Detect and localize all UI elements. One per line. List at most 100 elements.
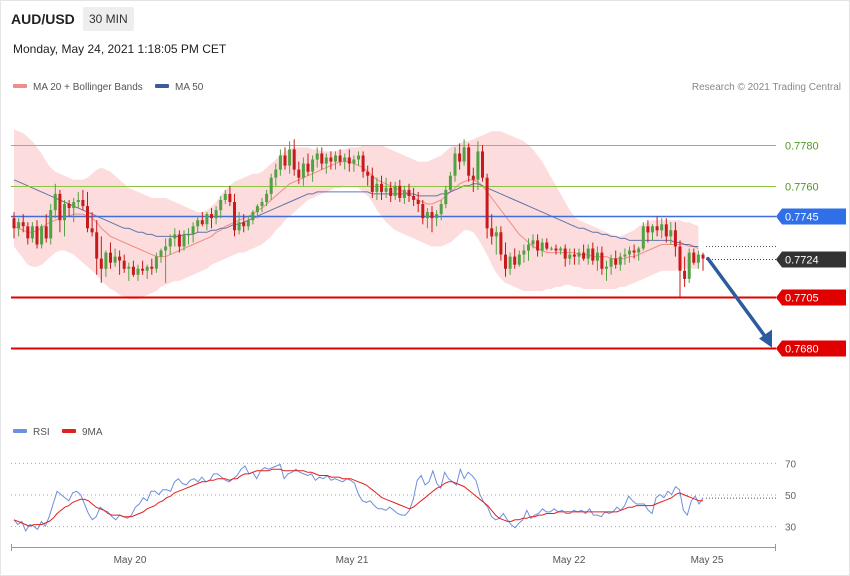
candle-body [471,175,475,180]
candle-body [90,228,94,233]
candle-body [343,157,347,162]
candle-body [210,214,213,219]
candle-body [696,254,700,263]
candle-body [683,270,687,279]
candle-body [370,175,374,192]
candle-body [17,222,21,229]
candle-body [430,212,434,219]
candle-body [63,204,66,221]
support-tag [776,289,846,306]
candle-body [637,248,641,253]
candle-body [265,193,269,202]
candle-body [453,153,457,176]
candle-body [522,250,526,255]
candle-body [67,204,71,208]
candle-body [30,226,34,239]
candle-body [435,214,439,219]
support-label: 0.7705 [785,293,819,305]
candle-body [329,157,333,162]
ma50-line [13,179,699,247]
candle-body [380,183,383,192]
candle-body [315,153,319,160]
candle-body [76,200,80,202]
current-price-tag [776,251,846,268]
candle-body [154,256,158,269]
candle-body [595,252,599,261]
candle-body [448,175,452,190]
candle-body [527,244,530,251]
forecast-arrow-shaft [706,256,768,340]
candle-body [591,248,595,261]
candle-body [81,200,85,207]
candle-body [122,260,126,269]
symbol-title: AUD/USD [11,11,75,27]
candle-body [467,147,471,176]
candle-body [646,226,650,233]
rsi-tick-label: 50 [785,491,797,502]
candle-body [614,258,618,265]
candle-body [40,226,44,245]
candle-body [402,189,406,198]
pivot-tag [776,208,846,225]
candle-body [292,149,296,170]
timeframe-badge[interactable]: 30 MIN [83,7,134,31]
support-tag [776,340,846,357]
candle-body [508,256,512,269]
candle-body [481,151,484,178]
candle-body [678,246,682,271]
candle-body [104,252,108,269]
candle-body [173,234,177,239]
candle-body [283,155,287,166]
candle-body [251,212,255,221]
candle-body [311,159,315,172]
candle-body [352,159,356,164]
rsi-ma-swatch [62,429,76,433]
candle-body [490,228,494,237]
candle-body [53,193,57,211]
candle-body [347,157,351,164]
candle-body [641,226,645,249]
rsi-ma-line [13,468,703,527]
price-levels [11,145,776,350]
time-axis-label: May 25 [691,555,724,566]
bollinger-band-area [14,129,699,300]
candle-body [131,266,135,275]
forecast-arrow [706,256,772,348]
candle-body [164,246,168,251]
candle-body [86,206,89,229]
candle-body [361,155,365,172]
candle-body [118,256,122,261]
candle-body [609,258,613,267]
resistance-label: 0.7760 [785,182,819,194]
candle-body [145,266,149,271]
candle-body [499,232,503,255]
candle-body [182,234,186,247]
ma50-swatch [155,84,169,88]
candle-body [412,195,416,200]
candle-body [673,230,677,247]
candle-body [687,252,691,279]
candle-body [384,187,388,192]
ma50-legend-label: MA 50 [175,82,204,93]
candle-body [214,210,218,219]
time-axis-label: May 21 [336,555,369,566]
candle-body [12,218,16,229]
candle-body [306,163,310,172]
candle-body [655,226,659,231]
candle-body [623,254,627,257]
candle-body [99,258,103,269]
candle-body [540,242,544,251]
candle-body [297,169,301,178]
candle-body [582,252,586,259]
candle-body [632,250,636,253]
candle-body [196,220,200,227]
candle-body [600,252,604,269]
candle-body [150,266,154,269]
candle-body [605,266,608,269]
candle-body [366,171,370,176]
candle-body [320,153,324,164]
candle-body [549,248,553,250]
level-tags: 0.7780 0.7760 0.7745 0.7724 0.7705 0.7680 [776,141,846,357]
candle-body [49,210,53,239]
